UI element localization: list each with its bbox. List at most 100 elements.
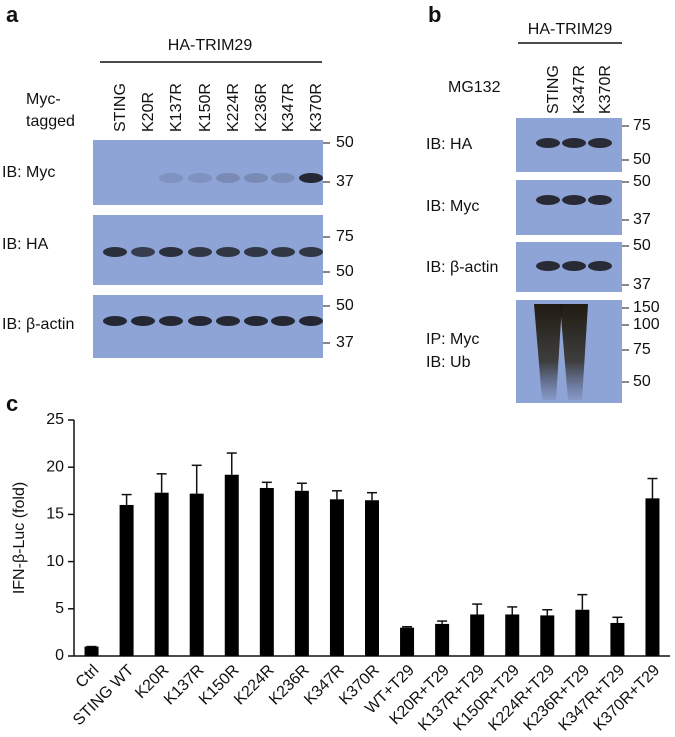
blot-band [536, 195, 560, 205]
lane-label: K347R [280, 83, 297, 132]
blot-band [536, 138, 560, 148]
blot-band [159, 173, 183, 183]
blot [516, 180, 622, 235]
bar [645, 498, 660, 656]
marker-label: 150 [633, 299, 660, 316]
bar [224, 474, 239, 656]
marker-label: 50 [336, 263, 354, 280]
blot-band [188, 173, 212, 183]
lane-label: K224R [225, 83, 242, 132]
blot-label: IB: β-actin [2, 316, 74, 333]
blot-band [562, 261, 586, 271]
marker-label: 100 [633, 316, 660, 333]
bar [259, 487, 274, 656]
blot-band [188, 316, 212, 326]
group-label: HA-TRIM29 [528, 21, 613, 38]
lane-label: K20R [140, 92, 157, 132]
blot-band [216, 247, 240, 257]
marker-label: 75 [633, 341, 651, 358]
bar [505, 614, 520, 656]
blot-band [562, 138, 586, 148]
bar [610, 622, 625, 656]
marker-label: 50 [633, 151, 651, 168]
blot-label: IB: β-actin [426, 259, 498, 276]
blot-band [216, 173, 240, 183]
blot-band [131, 316, 155, 326]
blot-band [131, 247, 155, 257]
y-tick-label: 0 [55, 647, 64, 664]
bar [154, 492, 169, 656]
marker-label: 50 [633, 237, 651, 254]
blot-band [271, 247, 295, 257]
bar [575, 609, 590, 656]
y-tick-label: 5 [55, 600, 64, 617]
bar [540, 615, 555, 656]
lane-label: K236R [253, 83, 270, 132]
bar [119, 504, 134, 656]
y-tick-label: 25 [46, 411, 64, 428]
y-tick-label: 20 [46, 458, 64, 475]
bar [400, 627, 415, 656]
marker-label: 37 [336, 173, 354, 190]
panel-label: b [428, 2, 441, 27]
marker-label: 37 [633, 211, 651, 228]
bar [435, 623, 450, 656]
blot-band [103, 247, 127, 257]
treatment-label: MG132 [448, 79, 501, 96]
bar [365, 500, 379, 656]
group-label: HA-TRIM29 [168, 37, 253, 54]
ub-smear [560, 304, 588, 400]
bar [329, 499, 344, 656]
bar [294, 490, 309, 656]
blot-band [299, 247, 323, 257]
blot-band [588, 195, 612, 205]
marker-label: 50 [633, 373, 651, 390]
x-tick-label: Ctrl [73, 662, 103, 692]
marker-label: 50 [633, 173, 651, 190]
blot [93, 295, 323, 358]
bar [84, 646, 99, 656]
lane-label: K370R [308, 83, 325, 132]
marker-label: 75 [336, 228, 354, 245]
bar [470, 614, 485, 656]
blot-band [588, 261, 612, 271]
blot-label: IB: HA [2, 236, 49, 253]
blot-label: IB: Myc [2, 164, 55, 181]
blot-label: IB: Myc [426, 198, 479, 215]
blot-band [103, 316, 127, 326]
blot-band [244, 173, 268, 183]
blot-label: IP: Myc [426, 331, 479, 348]
blot-band [159, 316, 183, 326]
blot [93, 140, 323, 205]
lane-label: K137R [168, 83, 185, 132]
marker-label: 37 [336, 334, 354, 351]
lane-label: K370R [597, 65, 614, 114]
panel-label: a [6, 2, 19, 27]
blot-band [588, 138, 612, 148]
lane-label: K150R [197, 83, 214, 132]
blot-band [271, 316, 295, 326]
blot-band [271, 173, 295, 183]
row-label: tagged [26, 113, 75, 130]
lane-label: K347R [571, 65, 588, 114]
blot-band [216, 316, 240, 326]
panel-label: c [6, 391, 18, 416]
bar [189, 493, 204, 656]
marker-label: 50 [336, 134, 354, 151]
blot-label: IB: HA [426, 136, 473, 153]
ub-smear [534, 304, 562, 400]
y-tick-label: 15 [46, 506, 64, 523]
marker-label: 37 [633, 276, 651, 293]
row-label: Myc- [26, 91, 61, 108]
blot-band [299, 316, 323, 326]
blot-band [562, 195, 586, 205]
y-tick-label: 10 [46, 553, 64, 570]
lane-label: STING [545, 65, 562, 114]
blot-band [244, 316, 268, 326]
marker-label: 50 [336, 297, 354, 314]
blot-band [159, 247, 183, 257]
blot-band [536, 261, 560, 271]
blot-label: IB: Ub [426, 354, 471, 371]
marker-label: 75 [633, 117, 651, 134]
